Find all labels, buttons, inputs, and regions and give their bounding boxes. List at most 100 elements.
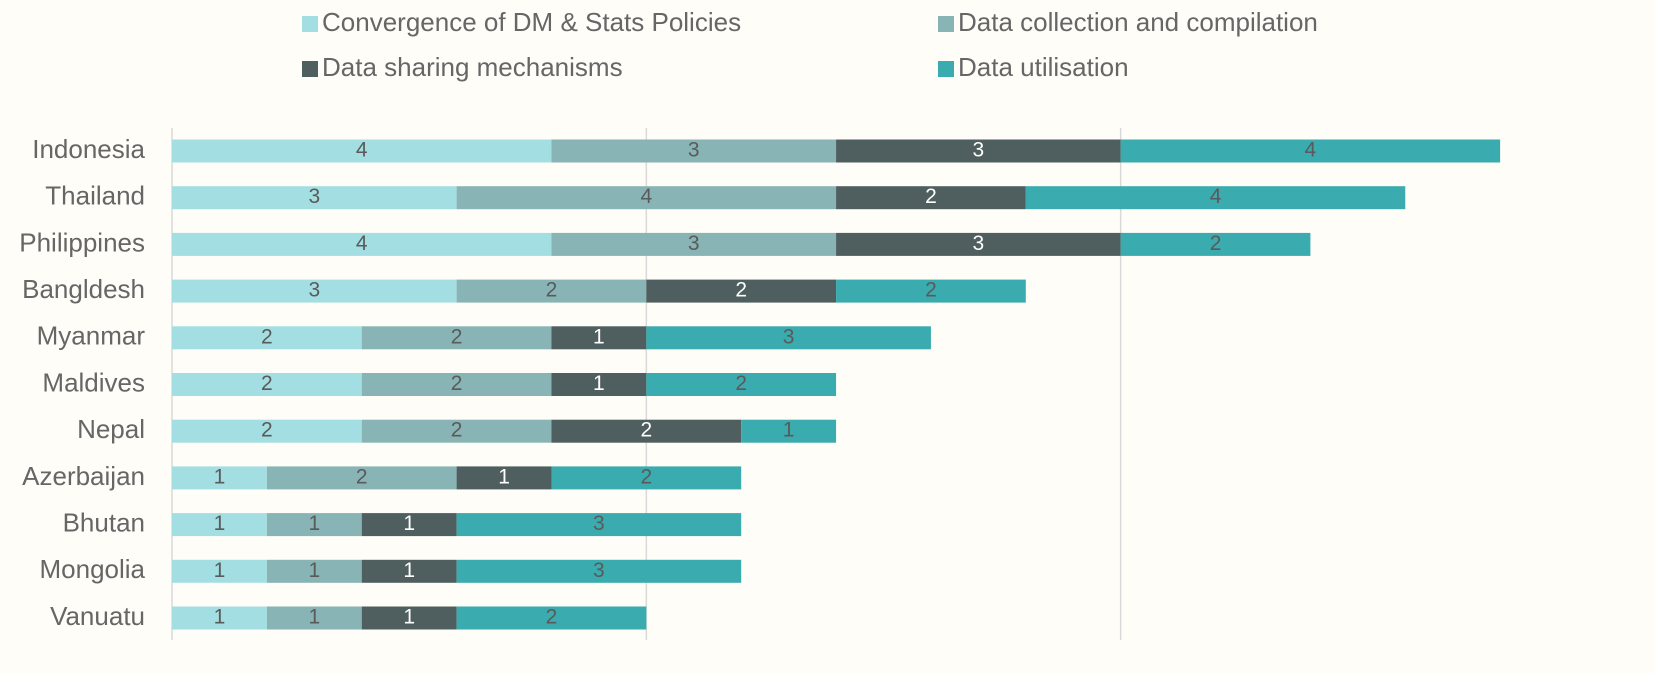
data-label: 2 (925, 279, 937, 302)
y-tick-label: Mongolia (39, 554, 145, 584)
bar-segment (361, 326, 552, 350)
data-label: 3 (688, 232, 700, 255)
data-label: 2 (1210, 232, 1222, 255)
data-label: 1 (593, 325, 605, 348)
data-label: 1 (783, 419, 795, 442)
data-label: 2 (546, 279, 558, 302)
data-label: 3 (593, 559, 605, 582)
data-label: 3 (973, 232, 985, 255)
bar-segment (266, 513, 362, 537)
bar-segment (172, 326, 362, 350)
data-label: 4 (1210, 185, 1222, 208)
y-tick-label: Indonesia (32, 134, 145, 164)
data-label: 2 (261, 372, 273, 395)
data-label: 3 (593, 512, 605, 535)
bar-segment (551, 139, 837, 163)
data-label: 1 (403, 512, 415, 535)
data-label: 2 (451, 325, 463, 348)
data-label: 2 (640, 465, 652, 488)
data-label: 1 (214, 512, 226, 535)
bar-segment (172, 419, 362, 443)
y-tick-label: Nepal (77, 414, 145, 444)
y-tick-label: Vanuatu (50, 601, 145, 631)
bar-segment (361, 606, 457, 630)
y-tick-label: Bangldesh (22, 274, 145, 304)
data-label: 3 (783, 325, 795, 348)
data-label: 3 (308, 279, 320, 302)
data-label: 4 (1305, 139, 1317, 162)
bar-segment (172, 186, 457, 210)
bar-segment (551, 232, 837, 256)
y-tick-label: Myanmar (37, 321, 146, 351)
bar-segment (836, 139, 1121, 163)
data-label: 1 (214, 606, 226, 629)
data-label: 1 (498, 465, 510, 488)
legend-swatch (938, 16, 954, 32)
data-label: 2 (735, 372, 747, 395)
data-label: 1 (593, 372, 605, 395)
bar-segment (172, 559, 267, 583)
bar-segment (1025, 186, 1406, 210)
bar-segment (172, 606, 267, 630)
legend-swatch (302, 61, 318, 77)
data-label: 2 (735, 279, 747, 302)
y-tick-label: Thailand (45, 181, 145, 211)
data-label: 2 (546, 606, 558, 629)
data-label: 2 (451, 372, 463, 395)
legend-label: Data sharing mechanisms (322, 52, 623, 82)
bar-segment (646, 279, 837, 303)
bar-segment (456, 466, 552, 490)
data-label: 1 (214, 559, 226, 582)
legend-swatch (302, 16, 318, 32)
bar-segment (836, 279, 1026, 303)
y-tick-label: Maldives (42, 367, 145, 397)
bar-segment (172, 139, 552, 163)
bar-segment (361, 419, 552, 443)
bar-segment (741, 419, 837, 443)
bar-segment (551, 466, 742, 490)
bar-segment (456, 559, 742, 583)
bar-segment (551, 326, 647, 350)
legend-label: Data collection and compilation (958, 7, 1318, 37)
bar-segment (456, 606, 647, 630)
data-label: 1 (308, 606, 320, 629)
data-label: 3 (973, 139, 985, 162)
bar-segment (456, 186, 837, 210)
bar-segment (266, 466, 457, 490)
data-label: 3 (688, 139, 700, 162)
y-tick-label: Bhutan (63, 507, 145, 537)
bar-segment (361, 373, 552, 396)
bar-segment (551, 373, 647, 396)
bar-segment (646, 373, 837, 396)
data-label: 1 (214, 465, 226, 488)
data-label: 1 (403, 606, 415, 629)
y-tick-label: Azerbaijan (22, 461, 145, 491)
data-label: 4 (640, 185, 652, 208)
data-label: 4 (356, 232, 368, 255)
bar-segment (172, 513, 267, 537)
bar-segment (266, 606, 362, 630)
bar-segment (836, 232, 1121, 256)
data-label: 2 (356, 465, 368, 488)
data-label: 1 (403, 559, 415, 582)
data-label: 1 (308, 559, 320, 582)
data-label: 2 (261, 325, 273, 348)
data-label: 2 (261, 419, 273, 442)
bar-segment (646, 326, 931, 350)
bar-segment (361, 559, 457, 583)
data-label: 4 (356, 139, 368, 162)
legend-label: Convergence of DM & Stats Policies (322, 7, 741, 37)
bar-segment (836, 186, 1026, 210)
bar-segment (172, 373, 362, 396)
legend-swatch (938, 61, 954, 77)
legend-label: Data utilisation (958, 52, 1129, 82)
data-label: 3 (308, 185, 320, 208)
bar-segment (172, 279, 457, 303)
bar-segment (456, 279, 647, 303)
bar-segment (361, 513, 457, 537)
data-label: 1 (308, 512, 320, 535)
bar-segment (1120, 139, 1501, 163)
bar-segment (1120, 232, 1311, 256)
bar-segment (172, 466, 267, 490)
